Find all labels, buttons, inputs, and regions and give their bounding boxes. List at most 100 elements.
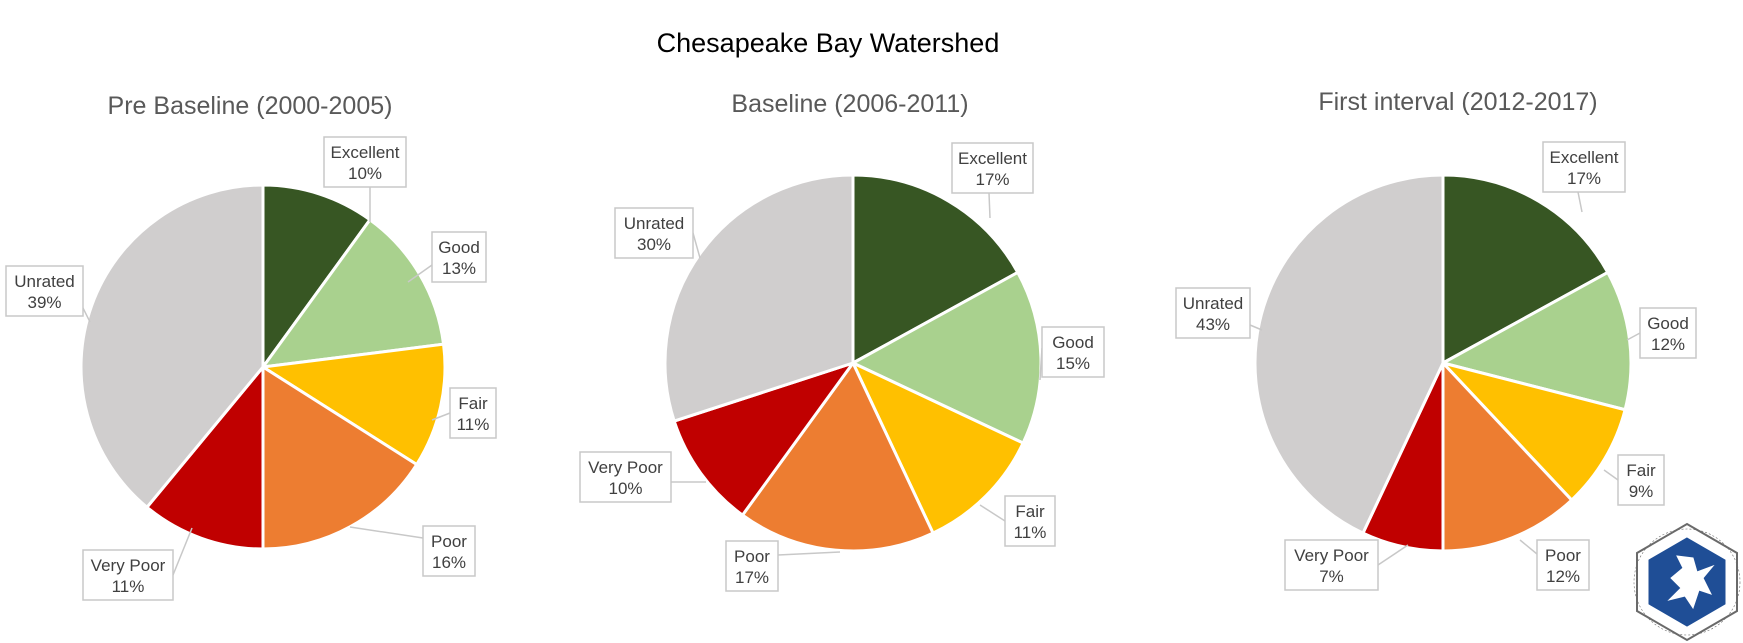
data-label-fair: Fair 11% <box>431 387 497 439</box>
data-label-good: Good 13% <box>407 231 487 283</box>
label-category: Good <box>1052 333 1094 352</box>
leader-line <box>1519 539 1538 555</box>
label-category: Fair <box>458 394 488 413</box>
data-label-poor: Poor 17% <box>725 540 841 592</box>
label-box <box>1004 495 1056 547</box>
pie-slice-poor <box>740 360 936 553</box>
label-percent: 15% <box>1056 354 1090 373</box>
data-label-good: Good 15% <box>1039 326 1105 381</box>
label-percent: 7% <box>1319 567 1344 586</box>
leader-line <box>1377 544 1409 566</box>
label-box <box>1041 326 1105 378</box>
label-box <box>1639 307 1697 359</box>
label-category: Very Poor <box>91 556 166 575</box>
label-percent: 12% <box>1651 335 1685 354</box>
label-box <box>614 207 694 259</box>
pie-slice-unrated <box>79 183 265 510</box>
pie-slices <box>663 173 1043 553</box>
data-label-fair: Fair 11% <box>979 495 1056 547</box>
label-category: Unrated <box>14 272 74 291</box>
label-percent: 11% <box>112 577 145 596</box>
label-category: Very Poor <box>588 458 663 477</box>
label-percent: 17% <box>1567 169 1601 188</box>
data-label-good: Good 12% <box>1626 307 1697 359</box>
leader-line <box>777 551 841 556</box>
pie-slices <box>1253 173 1633 553</box>
pie-slice-excellent <box>851 173 1020 366</box>
label-box <box>725 540 779 592</box>
label-box <box>1617 454 1665 506</box>
label-category: Unrated <box>1183 294 1243 313</box>
potomac-river-basin-commission-logo-icon <box>1633 522 1741 642</box>
label-box <box>1536 539 1590 591</box>
label-box <box>1175 287 1251 339</box>
pie-slices <box>79 183 447 551</box>
label-box <box>82 549 174 601</box>
label-category: Very Poor <box>1294 546 1369 565</box>
label-category: Fair <box>1015 502 1045 521</box>
label-box <box>951 142 1034 194</box>
leader-line <box>1577 191 1583 213</box>
data-label-poor: Poor 12% <box>1519 539 1590 591</box>
label-percent: 39% <box>27 293 61 312</box>
pie-pre-baseline: Pre Baseline (2000-2005) Excellent 10% Goo… <box>5 92 497 601</box>
label-percent: 43% <box>1196 315 1230 334</box>
pie-slice-very-poor <box>144 362 265 551</box>
label-percent: 12% <box>1546 567 1580 586</box>
leader-line <box>1626 332 1641 341</box>
data-label-excellent: Excellent 17% <box>951 142 1034 219</box>
leader-line <box>979 504 1006 522</box>
label-percent: 10% <box>348 164 382 183</box>
label-category: Unrated <box>624 214 684 233</box>
leader-line <box>82 307 91 323</box>
label-category: Poor <box>734 547 770 566</box>
pie-slice-fair <box>1438 360 1627 503</box>
data-label-excellent: Excellent 17% <box>1542 141 1626 213</box>
chart-main-title: Chesapeake Bay Watershed <box>657 28 1000 58</box>
label-box <box>5 265 84 317</box>
label-box <box>422 525 476 577</box>
leader-line <box>692 232 701 259</box>
label-box <box>323 136 407 188</box>
data-label-unrated: Unrated 30% <box>614 207 701 259</box>
leader-line <box>407 264 433 283</box>
pie-first-interval: First interval (2012-2017) Excellent 17% G… <box>1175 88 1697 591</box>
label-box <box>431 231 487 283</box>
pie-slice-unrated <box>663 173 855 423</box>
pie-slice-very-poor <box>672 360 857 518</box>
label-box <box>579 451 672 503</box>
data-label-unrated: Unrated 43% <box>1175 287 1263 339</box>
label-percent: 17% <box>975 170 1009 189</box>
leader-line <box>1603 469 1619 481</box>
pie-slice-excellent <box>261 183 373 372</box>
label-percent: 10% <box>608 479 642 498</box>
label-percent: 11% <box>457 415 490 434</box>
label-percent: 17% <box>735 568 769 587</box>
label-category: Poor <box>431 532 467 551</box>
label-category: Poor <box>1545 546 1581 565</box>
label-category: Fair <box>1626 461 1656 480</box>
data-label-very-poor: Very Poor 7% <box>1284 539 1409 591</box>
data-label-very-poor: Very Poor 10% <box>579 451 706 503</box>
label-percent: 16% <box>432 553 466 572</box>
data-label-excellent: Excellent 10% <box>323 136 407 222</box>
label-category: Excellent <box>958 149 1027 168</box>
data-label-unrated: Unrated 39% <box>5 265 91 323</box>
leader-line <box>349 526 424 539</box>
pie-slice-excellent <box>1441 173 1610 366</box>
data-label-very-poor: Very Poor 11% <box>82 527 193 601</box>
label-percent: 30% <box>637 235 671 254</box>
data-label-poor: Poor 16% <box>349 525 476 577</box>
pie-title-first-interval: First interval (2012-2017) <box>1318 88 1597 116</box>
pie-baseline: Baseline (2006-2011) Excellent 17% Good 15%… <box>579 90 1105 592</box>
leader-line <box>431 412 451 421</box>
label-box <box>449 387 497 439</box>
label-category: Excellent <box>331 143 400 162</box>
label-box <box>1542 141 1626 193</box>
pie-slice-poor <box>1441 359 1574 553</box>
leader-line <box>988 192 991 219</box>
pie-title-baseline: Baseline (2006-2011) <box>731 90 968 118</box>
pie-slice-fair <box>258 342 447 467</box>
pie-slice-fair <box>849 359 1026 536</box>
